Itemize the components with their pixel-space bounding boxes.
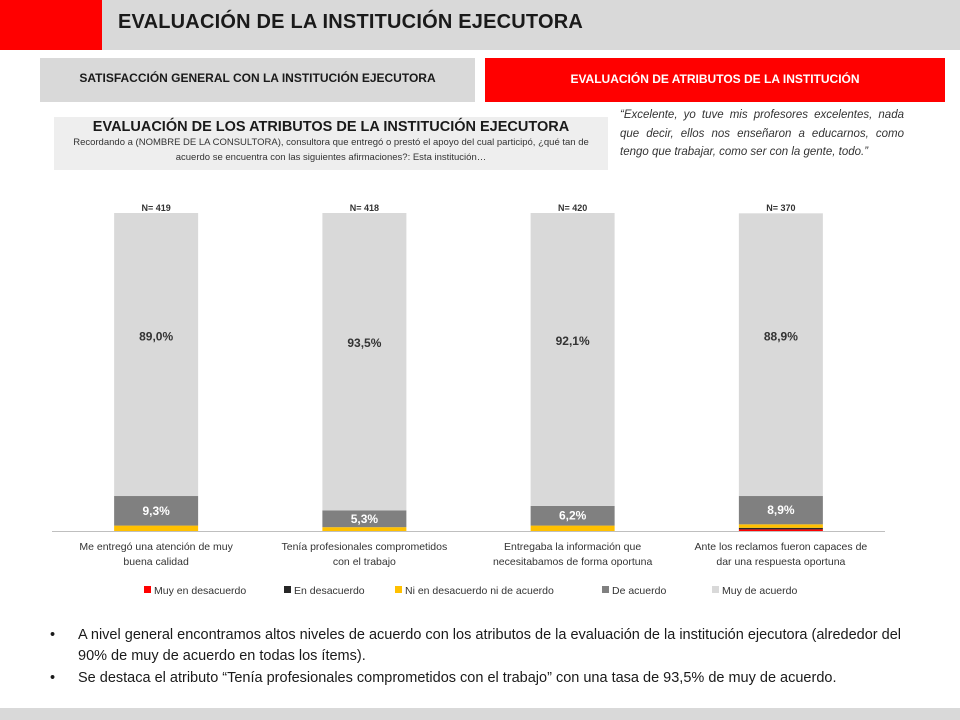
sample-size-label: N= 419 [141, 203, 170, 213]
bar-segment [114, 213, 199, 497]
legend-swatch [395, 586, 402, 593]
data-label: 5,3% [351, 512, 379, 526]
legend-swatch [284, 586, 291, 593]
sample-size-label: N= 418 [350, 203, 379, 213]
bar-segment [738, 529, 823, 531]
finding-item: • A nivel general encontramos altos nive… [50, 625, 920, 667]
bullet-dot-icon: • [50, 627, 56, 643]
category-label: dar una respuesta oportuna [716, 556, 845, 568]
bar-segment [738, 527, 823, 530]
bar-segment [738, 213, 823, 497]
category-label: Entregaba la información que [504, 541, 641, 553]
data-label: 93,5% [347, 336, 381, 350]
bar-segment [322, 510, 407, 528]
legend-swatch [602, 586, 609, 593]
testimonial-quote: “Excelente, yo tuve mis profesores excel… [620, 109, 904, 158]
data-label: 89,0% [139, 329, 173, 343]
data-label: 92,1% [556, 334, 590, 348]
footer-bar [0, 708, 960, 720]
bar-segment [530, 505, 615, 526]
sample-size-label: N= 370 [766, 203, 795, 213]
bar-segment [322, 527, 407, 531]
legend-entry: Muy de acuerdo [722, 585, 797, 597]
legend-entry: De acuerdo [612, 585, 666, 597]
page-title: EVALUACIÓN DE LA INSTITUCIÓN EJECUTORA [118, 11, 584, 33]
legend-entry: En desacuerdo [294, 585, 365, 597]
category-label: buena calidad [123, 556, 189, 568]
category-label: Ante los reclamos fueron capaces de [694, 541, 867, 553]
category-label: con el trabajo [333, 556, 396, 568]
section-header: EVALUACIÓN DE LOS ATRIBUTOS DE LA INSTIT… [54, 117, 608, 170]
bar-segment [530, 213, 615, 506]
section-title: EVALUACIÓN DE LOS ATRIBUTOS DE LA INSTIT… [92, 119, 570, 135]
tab-satisfaccion-general[interactable]: SATISFACCIÓN GENERAL CON LA INSTITUCIÓN … [40, 58, 475, 102]
finding-text: A nivel general encontramos altos nivele… [78, 627, 901, 664]
category-label: Me entregó una atención de muy [79, 541, 233, 553]
header-accent [0, 0, 102, 50]
bar-segment [530, 525, 615, 531]
bar-segment [114, 525, 199, 531]
data-label: 9,3% [142, 504, 170, 518]
sample-size-label: N= 420 [558, 203, 587, 213]
finding-item: • Se destaca el atributo “Tenía profesio… [50, 668, 920, 689]
data-label: 8,9% [767, 503, 795, 517]
legend-entry: Muy en desacuerdo [154, 585, 246, 597]
bullet-dot-icon: • [50, 670, 56, 686]
bar-segment [738, 524, 823, 528]
findings-list: • A nivel general encontramos altos nive… [50, 625, 920, 690]
legend-swatch [712, 586, 719, 593]
bar-segment [114, 496, 199, 526]
bar-segment [322, 213, 407, 511]
header-bar [0, 0, 960, 50]
legend-entry: Ni en desacuerdo ni de acuerdo [405, 585, 554, 597]
legend-swatch [144, 586, 151, 593]
tab-evaluacion-atributos[interactable]: EVALUACIÓN DE ATRIBUTOS DE LA INSTITUCIÓ… [485, 58, 945, 102]
bar-segment [738, 496, 823, 525]
stacked-bar-chart: 9,3% 89,0% N= 419 Me entregó una atención d… [52, 203, 885, 597]
data-label: 6,2% [559, 509, 587, 523]
category-label: Tenía profesionales comprometidos [281, 541, 447, 553]
finding-text: Se destaca el atributo “Tenía profesiona… [78, 670, 837, 686]
data-label: 88,9% [764, 330, 798, 344]
category-label: necesitabamos de forma oportuna [493, 556, 653, 568]
section-subtitle: Recordando a (NOMBRE DE LA CONSULTORA), … [73, 137, 589, 163]
